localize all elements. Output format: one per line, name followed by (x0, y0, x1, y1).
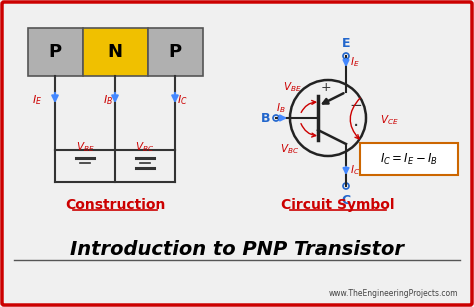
Text: $V_{BE}$: $V_{BE}$ (76, 140, 94, 154)
Text: $V_{BC}$: $V_{BC}$ (136, 140, 155, 154)
Text: $V_{CE}$: $V_{CE}$ (380, 113, 399, 127)
Text: $V_{BE}$: $V_{BE}$ (283, 80, 301, 94)
Text: P: P (168, 43, 182, 61)
Text: E: E (342, 37, 350, 50)
Text: C: C (341, 194, 351, 207)
Text: +: + (321, 81, 331, 94)
Text: www.TheEngineeringProjects.com: www.TheEngineeringProjects.com (328, 289, 458, 298)
FancyBboxPatch shape (28, 28, 83, 76)
FancyBboxPatch shape (83, 28, 148, 76)
Text: $I_E$: $I_E$ (350, 55, 360, 69)
Text: $I_C$: $I_C$ (177, 93, 188, 107)
Text: $I_E$: $I_E$ (32, 93, 42, 107)
Text: $I_C$: $I_C$ (350, 163, 360, 177)
Text: ·: · (353, 117, 359, 136)
Text: $I_B$: $I_B$ (103, 93, 113, 107)
Text: Construction: Construction (65, 198, 165, 212)
Text: B: B (261, 111, 270, 125)
Text: $I_C = I_E - I_B$: $I_C = I_E - I_B$ (380, 151, 438, 167)
Text: $V_{BC}$: $V_{BC}$ (281, 142, 300, 156)
Text: −: − (350, 98, 363, 113)
FancyBboxPatch shape (148, 28, 203, 76)
Text: Circuit Symbol: Circuit Symbol (281, 198, 395, 212)
FancyBboxPatch shape (360, 143, 458, 175)
Text: $I_B$: $I_B$ (276, 101, 286, 115)
Text: Introduction to PNP Transistor: Introduction to PNP Transistor (70, 240, 404, 259)
Text: P: P (48, 43, 62, 61)
Text: N: N (108, 43, 122, 61)
